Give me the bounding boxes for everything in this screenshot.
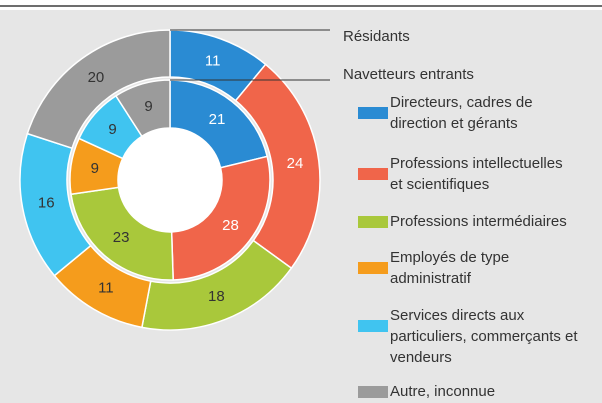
- donut-slice: [26, 29, 171, 150]
- legend-swatch: [358, 107, 388, 119]
- slice-label: 11: [205, 52, 221, 69]
- legend-swatch: [358, 386, 388, 398]
- slice-label: 11: [98, 279, 114, 296]
- legend-label: vendeurs: [390, 349, 452, 366]
- legend-label: Services directs aux: [390, 307, 525, 324]
- legend-label: particuliers, commerçants et: [390, 328, 578, 345]
- legend-swatch: [358, 320, 388, 332]
- slice-label: 9: [144, 98, 152, 115]
- slice-label: 20: [88, 69, 105, 86]
- slice-label: 28: [222, 217, 239, 234]
- donut-hole: [118, 128, 222, 232]
- legend-label: Employés de type: [390, 249, 509, 266]
- slice-label: 23: [113, 229, 130, 246]
- top-rule: [0, 5, 602, 7]
- series-label: Résidants: [343, 28, 410, 45]
- legend-label: Directeurs, cadres de: [390, 94, 533, 111]
- slice-label: 9: [108, 121, 116, 138]
- legend-swatch: [358, 168, 388, 180]
- legend-swatch: [358, 262, 388, 274]
- legend-label: administratif: [390, 270, 472, 287]
- legend-swatch: [358, 216, 388, 228]
- slice-label: 21: [209, 111, 226, 128]
- legend-label: Autre, inconnue: [390, 383, 495, 400]
- slice-label: 16: [38, 195, 55, 212]
- legend-label: direction et gérants: [390, 115, 518, 132]
- legend-label: Professions intellectuelles: [390, 155, 563, 172]
- legend-label: Professions intermédiaires: [390, 213, 567, 230]
- legend-label: et scientifiques: [390, 176, 489, 193]
- series-label: Navetteurs entrants: [343, 66, 474, 83]
- slice-label: 9: [91, 160, 99, 177]
- slice-label: 18: [208, 288, 225, 305]
- slice-label: 24: [287, 155, 304, 172]
